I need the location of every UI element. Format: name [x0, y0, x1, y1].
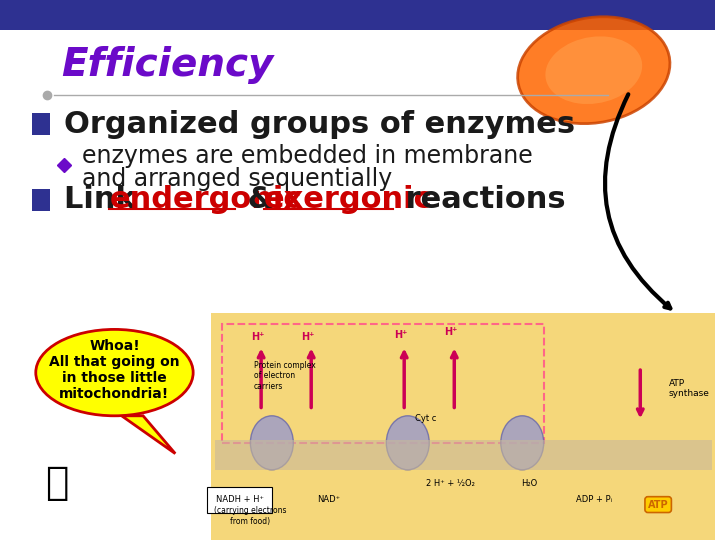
Ellipse shape	[545, 36, 642, 104]
Text: ATP
synthase: ATP synthase	[669, 379, 710, 399]
Ellipse shape	[36, 329, 193, 416]
Polygon shape	[122, 416, 175, 454]
Text: NADH + H⁺: NADH + H⁺	[216, 495, 264, 504]
Text: H₂O: H₂O	[521, 479, 538, 488]
Text: Protein complex
of electron
carriers: Protein complex of electron carriers	[254, 361, 315, 391]
Text: H⁺: H⁺	[444, 327, 457, 337]
Text: enzymes are embedded in membrane: enzymes are embedded in membrane	[82, 144, 533, 167]
Text: H⁺: H⁺	[394, 329, 408, 340]
Ellipse shape	[518, 17, 670, 124]
Ellipse shape	[387, 416, 429, 470]
Text: H⁺: H⁺	[301, 332, 315, 342]
FancyBboxPatch shape	[0, 0, 716, 30]
Text: 🐧: 🐧	[45, 464, 69, 502]
Text: Cyt c: Cyt c	[415, 414, 436, 423]
Text: and arranged sequentially: and arranged sequentially	[82, 167, 392, 191]
Text: H⁺: H⁺	[251, 332, 264, 342]
Text: Whoa!
All that going on
in those little
mitochondria!: Whoa! All that going on in those little …	[49, 339, 180, 401]
FancyBboxPatch shape	[215, 440, 712, 470]
Text: endergonic: endergonic	[109, 185, 302, 214]
FancyBboxPatch shape	[211, 313, 716, 540]
Text: Organized groups of enzymes: Organized groups of enzymes	[64, 110, 575, 139]
Ellipse shape	[251, 416, 293, 470]
Text: exergonic: exergonic	[264, 185, 433, 214]
Text: Efficiency: Efficiency	[60, 46, 273, 84]
Text: (carrying electrons
from food): (carrying electrons from food)	[214, 507, 287, 526]
Text: &: &	[237, 185, 284, 214]
Text: ATP: ATP	[648, 500, 668, 510]
Ellipse shape	[501, 416, 544, 470]
FancyBboxPatch shape	[32, 113, 50, 135]
Text: reactions: reactions	[395, 185, 565, 214]
Text: ADP + Pᵢ: ADP + Pᵢ	[576, 495, 612, 504]
Text: 2 H⁺ + ½O₂: 2 H⁺ + ½O₂	[426, 479, 475, 488]
Text: Link: Link	[64, 185, 147, 214]
FancyBboxPatch shape	[32, 189, 50, 211]
Text: NAD⁺: NAD⁺	[318, 495, 341, 504]
